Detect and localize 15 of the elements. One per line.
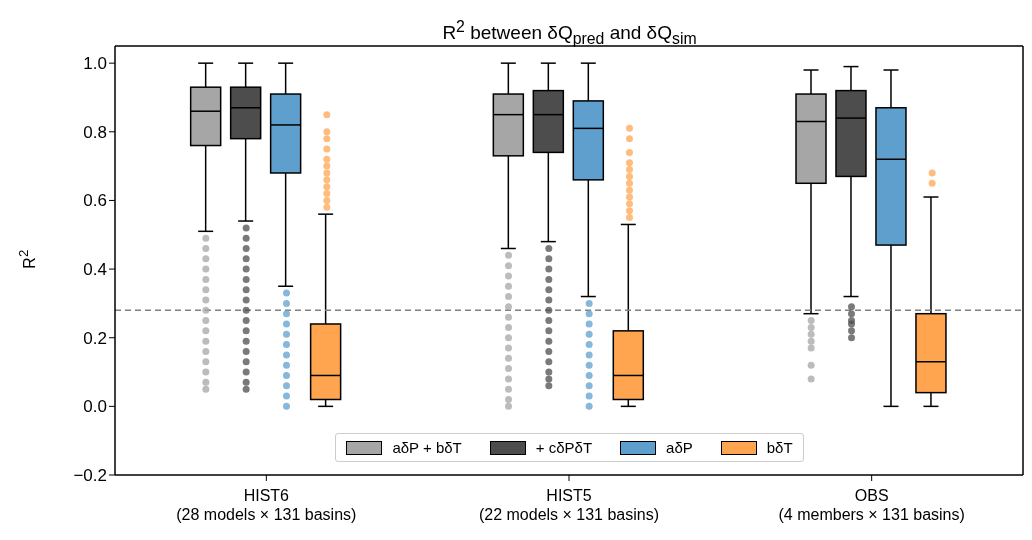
y-tick-label: −0.2 <box>73 466 107 486</box>
y-tick-label: 0.2 <box>83 328 107 348</box>
legend-label: + cδPδT <box>535 439 593 456</box>
y-tick-label: 0.0 <box>83 397 107 417</box>
y-tick-label: 0.8 <box>83 122 107 142</box>
chart-title: R$^{2}$ between δQ$_{pred}$ and δQ$_{sim}$ <box>441 18 698 49</box>
y-tick-label: 1.0 <box>83 54 107 74</box>
y-tick-label: 0.4 <box>83 260 107 280</box>
legend-label: aδP <box>666 439 693 456</box>
x-tick-label: OBS (4 members × 131 basins) <box>778 487 965 523</box>
legend-label: bδT <box>766 439 793 456</box>
y-tick-label: 0.6 <box>83 191 107 211</box>
x-tick-label: HIST5 (22 models × 131 basins) <box>478 487 660 523</box>
x-tick-label: HIST6 (28 models × 131 basins) <box>176 487 357 523</box>
legend-label: aδP + bδT <box>392 439 462 456</box>
